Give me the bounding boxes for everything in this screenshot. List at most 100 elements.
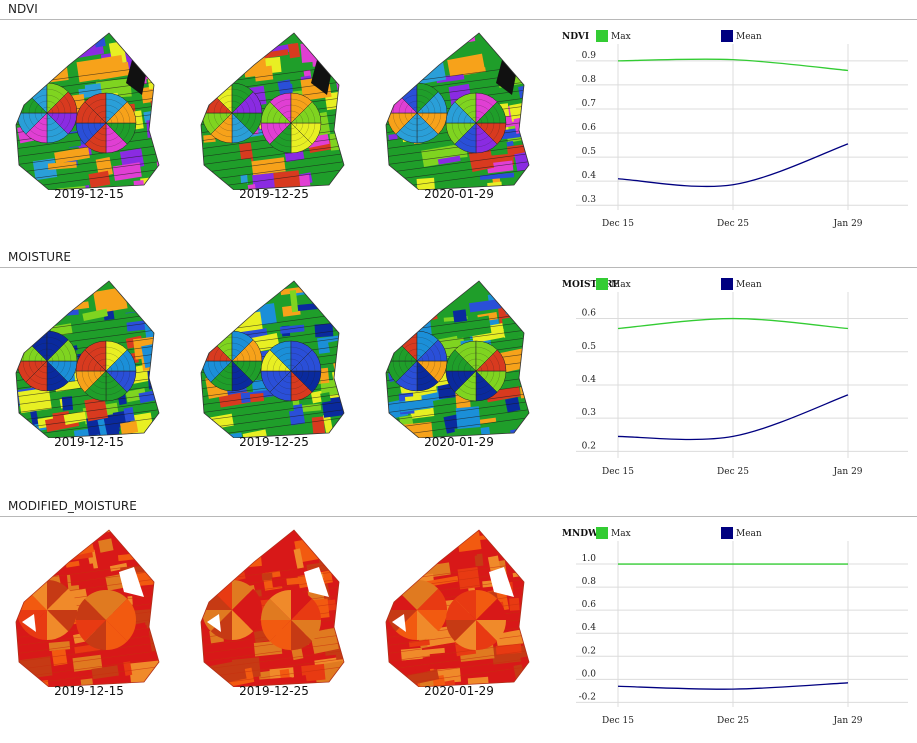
index-map[interactable] xyxy=(14,25,164,190)
field-parcel xyxy=(160,54,164,68)
field-parcel xyxy=(348,69,349,89)
field-parcel xyxy=(348,528,349,551)
field-map-image xyxy=(384,273,534,438)
field-parcel xyxy=(272,576,287,588)
index-map[interactable] xyxy=(14,522,164,687)
x-tick-label: Dec 15 xyxy=(602,219,634,229)
field-parcel xyxy=(158,172,164,185)
y-tick-label: 0.4 xyxy=(582,171,597,181)
field-parcel xyxy=(393,532,413,548)
field-parcel xyxy=(529,400,534,413)
index-map[interactable] xyxy=(14,273,164,438)
field-parcel xyxy=(526,142,534,156)
field-parcel xyxy=(72,535,83,547)
x-tick-label: Dec 25 xyxy=(717,716,749,726)
field-parcel xyxy=(140,290,164,302)
field-parcel xyxy=(347,294,349,303)
field-parcel xyxy=(457,531,482,552)
field-parcel xyxy=(408,540,438,558)
field-parcel xyxy=(28,528,48,546)
legend-label: Max xyxy=(611,280,631,290)
map-date-label: 2019-12-15 xyxy=(14,187,164,201)
field-parcel xyxy=(161,653,164,670)
field-parcel xyxy=(231,287,250,295)
field-parcel xyxy=(144,538,164,552)
y-tick-label: 0.5 xyxy=(582,342,597,352)
field-parcel xyxy=(532,631,534,640)
field-parcel xyxy=(18,387,52,413)
field-parcel xyxy=(129,660,164,684)
field-parcel xyxy=(136,36,164,46)
field-parcel xyxy=(401,648,423,661)
field-parcel xyxy=(341,362,349,377)
field-parcel xyxy=(161,43,164,50)
field-map-image xyxy=(14,522,164,687)
field-parcel xyxy=(518,553,534,574)
section-divider xyxy=(0,267,917,268)
index-map[interactable] xyxy=(199,273,349,438)
field-parcel xyxy=(307,538,338,550)
chart-title: NDVI xyxy=(562,32,589,42)
y-tick-label: 1.0 xyxy=(582,554,597,564)
field-parcel xyxy=(210,50,220,60)
field-map-image xyxy=(14,273,164,438)
field-parcel xyxy=(512,41,523,54)
y-tick-label: 0.3 xyxy=(582,195,597,205)
field-parcel xyxy=(144,554,164,567)
y-tick-label: 0.8 xyxy=(582,577,597,587)
field-parcel xyxy=(120,522,134,530)
field-parcel xyxy=(388,305,406,329)
field-parcel xyxy=(512,28,526,47)
field-parcel xyxy=(411,49,444,60)
field-parcel xyxy=(144,321,164,339)
field-parcel xyxy=(392,54,411,60)
field-parcel xyxy=(420,299,431,307)
field-parcel xyxy=(25,53,36,67)
field-parcel xyxy=(152,321,164,342)
field-parcel xyxy=(163,318,164,325)
legend-label: Max xyxy=(611,529,631,539)
section-title: MODIFIED_MOISTURE xyxy=(8,499,137,513)
field-parcel xyxy=(208,50,228,65)
index-map[interactable] xyxy=(199,522,349,687)
map-date-label: 2019-12-15 xyxy=(14,684,164,698)
field-parcel xyxy=(153,120,164,146)
legend-swatch xyxy=(721,527,733,539)
field-parcel xyxy=(314,536,325,541)
field-parcel xyxy=(39,553,61,564)
field-parcel xyxy=(227,552,250,560)
field-parcel xyxy=(533,565,534,572)
field-parcel xyxy=(345,42,349,62)
field-parcel xyxy=(526,273,534,283)
field-parcel xyxy=(159,666,164,681)
legend-swatch xyxy=(596,278,608,290)
y-tick-label: 0.7 xyxy=(582,99,597,109)
field-parcel xyxy=(338,108,349,130)
field-parcel xyxy=(50,45,67,63)
field-parcel xyxy=(154,60,164,69)
legend-swatch xyxy=(596,30,608,42)
field-parcel xyxy=(435,285,462,297)
field-parcel xyxy=(346,274,349,299)
x-tick-label: Dec 15 xyxy=(602,467,634,477)
index-map[interactable] xyxy=(384,25,534,190)
field-parcel xyxy=(140,43,164,64)
field-parcel xyxy=(199,536,209,542)
field-parcel xyxy=(339,120,349,143)
field-parcel xyxy=(522,53,534,74)
index-map[interactable] xyxy=(384,273,534,438)
field-parcel xyxy=(527,53,534,68)
field-parcel xyxy=(157,71,164,92)
index-map[interactable] xyxy=(199,25,349,190)
field-parcel xyxy=(278,277,295,283)
y-tick-label: 0.2 xyxy=(582,441,596,451)
field-parcel xyxy=(483,523,493,536)
field-parcel xyxy=(404,273,436,294)
field-parcel xyxy=(524,44,534,52)
field-parcel xyxy=(520,384,534,399)
index-map[interactable] xyxy=(384,522,534,687)
